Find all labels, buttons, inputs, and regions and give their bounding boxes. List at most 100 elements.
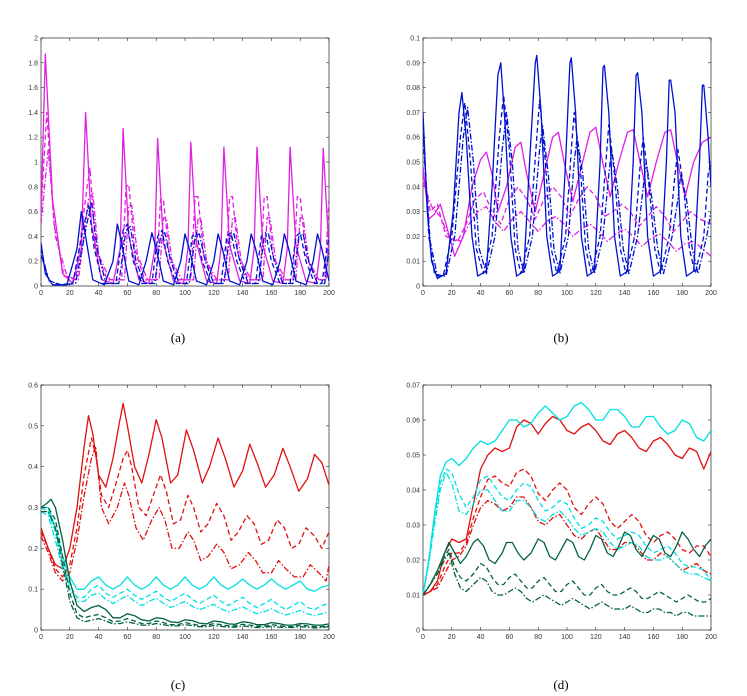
series-line-red-dashed [423, 468, 711, 596]
x-tick-label: 160 [648, 634, 660, 641]
panel-d: 0 20 40 60 80 100 120 140 160 180 200 0 0.01 0.02 0.03… [406, 383, 717, 693]
x-tick-label: 80 [534, 290, 542, 297]
series-line-magenta-solid [423, 126, 711, 257]
x-tick-label: 0 [421, 634, 425, 641]
x-tick-label: 20 [448, 290, 456, 297]
x-tick-label: 120 [590, 634, 602, 641]
x-tick-label: 140 [237, 290, 249, 297]
series-group [41, 402, 329, 629]
y-tick-label: 0.05 [406, 160, 420, 167]
y-tick-label: 0.03 [406, 209, 420, 216]
series-line-magenta-dash-dot [41, 148, 329, 281]
x-tick-label: 20 [66, 634, 74, 641]
series-line-cyan-dash-dot [423, 471, 711, 596]
y-tick-label: 2 [34, 36, 38, 43]
x-tick-label: 200 [705, 634, 717, 641]
y-tick-label: 0.08 [406, 85, 420, 92]
series-line-dark-green-dash-dot [423, 552, 711, 617]
series-line-dark-green-dash-dot [41, 510, 329, 629]
series-line-red-dashed [41, 437, 329, 578]
series-line-red-solid [41, 402, 329, 570]
x-tick-label: 160 [266, 634, 278, 641]
x-tick-label: 180 [294, 290, 306, 297]
x-tick-label: 80 [152, 634, 160, 641]
series-line-magenta-solid [41, 53, 329, 285]
series-line-dark-green-solid [423, 531, 711, 596]
panel-caption: (c) [171, 677, 185, 692]
x-tick-label: 80 [534, 634, 542, 641]
x-tick-label: 100 [561, 290, 573, 297]
x-tick-label: 60 [506, 290, 514, 297]
x-tick-label: 160 [266, 290, 278, 297]
x-tick-label: 180 [676, 634, 688, 641]
y-tick-label: 0.5 [28, 423, 38, 430]
x-tick-label: 140 [619, 634, 631, 641]
y-tick-label: 0.4 [28, 464, 38, 471]
series-line-dark-green-solid [41, 498, 329, 626]
series-line-red-solid [423, 415, 711, 596]
y-tick-label: 0 [34, 284, 38, 291]
series-line-cyan-dashed [423, 468, 711, 596]
panel-c: 0 20 40 60 80 100 120 140 160 180 200 0 0.1 0.2 0.3 0.4… [28, 383, 335, 693]
x-tick-label: 60 [124, 290, 132, 297]
series-line-blue-dash-dot [423, 106, 711, 277]
y-tick-label: 0.02 [406, 234, 420, 241]
y-tick-label: 1 [34, 160, 38, 167]
x-tick-label: 20 [448, 634, 456, 641]
y-tick-label: 1.6 [28, 85, 38, 92]
x-tick-label: 200 [323, 290, 335, 297]
series-group [423, 54, 711, 280]
x-tick-label: 0 [421, 290, 425, 297]
series-line-blue-solid [423, 54, 711, 280]
y-tick-label: 1.2 [28, 135, 38, 142]
y-tick-label: 0.01 [406, 259, 420, 266]
y-tick-label: 0 [416, 284, 420, 291]
x-tick-label: 140 [619, 290, 631, 297]
x-tick-label: 120 [590, 290, 602, 297]
x-tick-label: 160 [648, 290, 660, 297]
series-group [41, 53, 329, 286]
y-tick-label: 0.8 [28, 184, 38, 191]
x-tick-label: 0 [39, 634, 43, 641]
axes-box [40, 384, 330, 631]
y-tick-label: 0.05 [406, 453, 420, 460]
y-tick-label: 0 [34, 628, 38, 635]
x-tick-label: 40 [95, 634, 103, 641]
y-tick-label: 0.06 [406, 135, 420, 142]
series-line-red-dash-dot [423, 496, 711, 596]
axes-box [422, 37, 712, 287]
x-tick-label: 40 [95, 290, 103, 297]
x-tick-label: 100 [561, 634, 573, 641]
series-line-cyan-solid [41, 506, 329, 592]
x-tick-label: 40 [477, 634, 485, 641]
y-tick-label: 0.6 [28, 209, 38, 216]
x-tick-label: 180 [676, 290, 688, 297]
y-tick-label: 0.03 [406, 523, 420, 530]
series-line-magenta-dashed [423, 174, 711, 243]
x-tick-label: 60 [506, 634, 514, 641]
panel-caption: (a) [171, 330, 185, 345]
y-tick-label: 0.2 [28, 259, 38, 266]
y-tick-label: 0.07 [406, 383, 420, 390]
series-line-dark-green-dashed [41, 506, 329, 628]
y-tick-label: 0.01 [406, 593, 420, 600]
series-line-dark-green-dashed [423, 548, 711, 603]
x-tick-label: 200 [705, 290, 717, 297]
series-line-blue-dashed [423, 94, 711, 277]
y-tick-label: 0.1 [28, 587, 38, 594]
x-tick-label: 40 [477, 290, 485, 297]
x-tick-label: 20 [66, 290, 74, 297]
y-tick-label: 1.8 [28, 60, 38, 67]
panel-a: 0 20 40 60 80 100 120 140 160 180 200 0 0.2 0.4 0.6 0.8… [28, 36, 335, 346]
series-line-red-dash-dot [41, 445, 329, 582]
y-tick-label: 0.2 [28, 546, 38, 553]
series-line-cyan-dashed [41, 506, 329, 611]
y-tick-label: 0.04 [406, 488, 420, 495]
series-line-cyan-dash-dot [41, 511, 329, 617]
x-tick-label: 180 [294, 634, 306, 641]
axes-box [422, 384, 712, 631]
panel-caption: (b) [553, 330, 568, 345]
panel-caption: (d) [553, 677, 568, 692]
x-tick-label: 120 [208, 634, 220, 641]
